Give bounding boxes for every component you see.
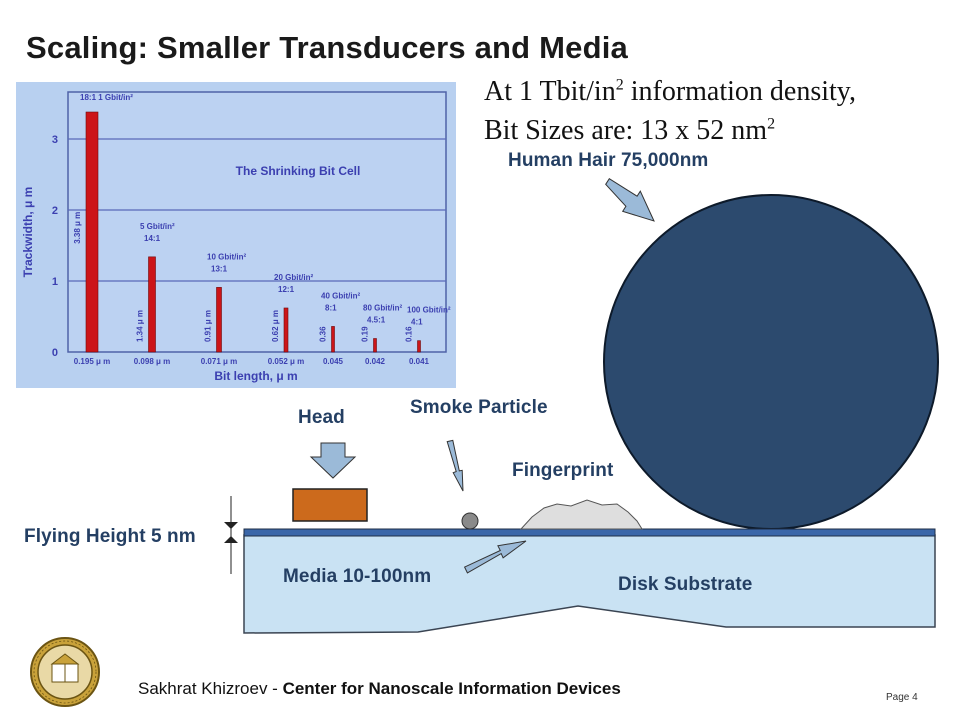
chart-y-tick-label: 0 [52, 347, 58, 359]
footer-credit: Sakhrat Khizroev - Center for Nanoscale … [138, 679, 621, 699]
smoke-particle-circle [461, 512, 479, 530]
media-label: Media 10-100nm [283, 566, 432, 587]
chart-density-labels: 18:1 1 Gbit/in² 5 Gbit/in² 14:1 10 Gbit/in²… [80, 93, 451, 327]
chart-bars [85, 111, 421, 353]
chart-title: The Shrinking Bit Cell [236, 164, 361, 178]
disk-substrate-label: Disk Substrate [618, 574, 753, 595]
chart-x-tick-label: 0.042 [365, 357, 386, 366]
footer-author: Sakhrat Khizroev - [138, 679, 283, 698]
flying-height-arrow-up-icon [224, 536, 238, 543]
chart-x-axis-label: Bit length, μ m [214, 369, 297, 383]
slide-title: Scaling: Smaller Transducers and Media [26, 30, 628, 65]
chart-bar [283, 307, 289, 353]
head-block [292, 488, 368, 522]
chart-ratio-label: 8:1 [325, 303, 337, 312]
smoke-particle-label: Smoke Particle [410, 397, 548, 418]
chart-y-ticks: 0 1 2 3 [52, 134, 58, 359]
chart-density-label: 5 Gbit/in² [140, 222, 175, 231]
chart-gridlines [68, 138, 446, 282]
chart-value-label: 0.62 μ m [271, 310, 280, 342]
chart-y-tick-label: 2 [52, 205, 58, 217]
chart-ratio-label: 4.5:1 [367, 316, 386, 325]
density-line-1: At 1 Tbit/in2 information density, [484, 76, 856, 107]
chart-value-label: 0.91 μ m [204, 310, 213, 342]
chart-x-tick-label: 0.195 μ m [74, 357, 110, 366]
chart-plot-area [67, 91, 447, 353]
chart-x-tick-label: 0.071 μ m [201, 357, 237, 366]
chart-bar [85, 111, 99, 353]
chart-ratio-label: 14:1 [144, 234, 161, 243]
disk-substrate-body [243, 534, 936, 634]
media-arrow-icon [463, 540, 527, 574]
chart-bar [417, 340, 421, 353]
chart-y-axis-label: Trackwidth, μ m [21, 187, 35, 278]
human-hair-circle [603, 194, 939, 530]
flying-height-arrow-down-icon [224, 522, 238, 529]
chart-density-label: 20 Gbit/in² [274, 273, 313, 282]
chart-x-tick-label: 0.041 [409, 357, 430, 366]
chart-value-label: 3.38 μ m [73, 212, 82, 244]
footer-org: Center for Nanoscale Information Devices [282, 679, 621, 698]
shrinking-bit-cell-chart: 0 1 2 3 0.195 μ m 0.098 μ m 0.071 μ m 0.052 μ … [16, 82, 456, 388]
smoke-arrow-icon [446, 439, 464, 492]
chart-bar [373, 338, 377, 353]
university-seal-logo [30, 637, 100, 707]
chart-density-label: 40 Gbit/in² [321, 291, 360, 300]
chart-y-tick-label: 3 [52, 134, 58, 146]
chart-value-label: 0.19 [361, 326, 370, 342]
page-number: Page 4 [886, 692, 918, 703]
chart-x-tick-labels: 0.195 μ m 0.098 μ m 0.071 μ m 0.052 μ m 0.04… [74, 357, 430, 366]
chart-x-tick-label: 0.045 [323, 357, 344, 366]
chart-x-tick-label: 0.098 μ m [134, 357, 170, 366]
chart-x-tick-label: 0.052 μ m [268, 357, 304, 366]
chart-bar [148, 256, 156, 353]
chart-bar [216, 287, 222, 353]
chart-density-label: 18:1 1 Gbit/in² [80, 93, 133, 102]
chart-bar [331, 326, 335, 353]
media-layer [243, 528, 936, 537]
chart-value-label: 1.34 μ m [136, 310, 145, 342]
chart-ratio-label: 4:1 [411, 318, 423, 327]
chart-value-label: 0.16 [405, 326, 414, 342]
hair-arrow-icon [605, 178, 655, 222]
chart-density-label: 80 Gbit/in² [363, 304, 402, 313]
chart-ratio-label: 12:1 [278, 285, 295, 294]
flying-height-label: Flying Height 5 nm [24, 526, 196, 547]
fingerprint-blob [519, 499, 643, 530]
human-hair-label: Human Hair 75,000nm [508, 150, 709, 171]
head-label: Head [298, 407, 345, 428]
chart-ratio-label: 13:1 [211, 264, 228, 273]
chart-density-label: 10 Gbit/in² [207, 252, 246, 261]
chart-y-tick-label: 1 [52, 276, 58, 288]
chart-density-label: 100 Gbit/in² [407, 306, 451, 315]
density-line-2: Bit Sizes are: 13 x 52 nm2 [484, 115, 776, 146]
head-arrow-icon [309, 442, 357, 479]
chart-value-label: 0.36 [319, 326, 328, 342]
chart-value-labels: 3.38 μ m 1.34 μ m 0.91 μ m 0.62 μ m 0.36 0.19… [73, 212, 414, 342]
fingerprint-label: Fingerprint [512, 460, 614, 481]
